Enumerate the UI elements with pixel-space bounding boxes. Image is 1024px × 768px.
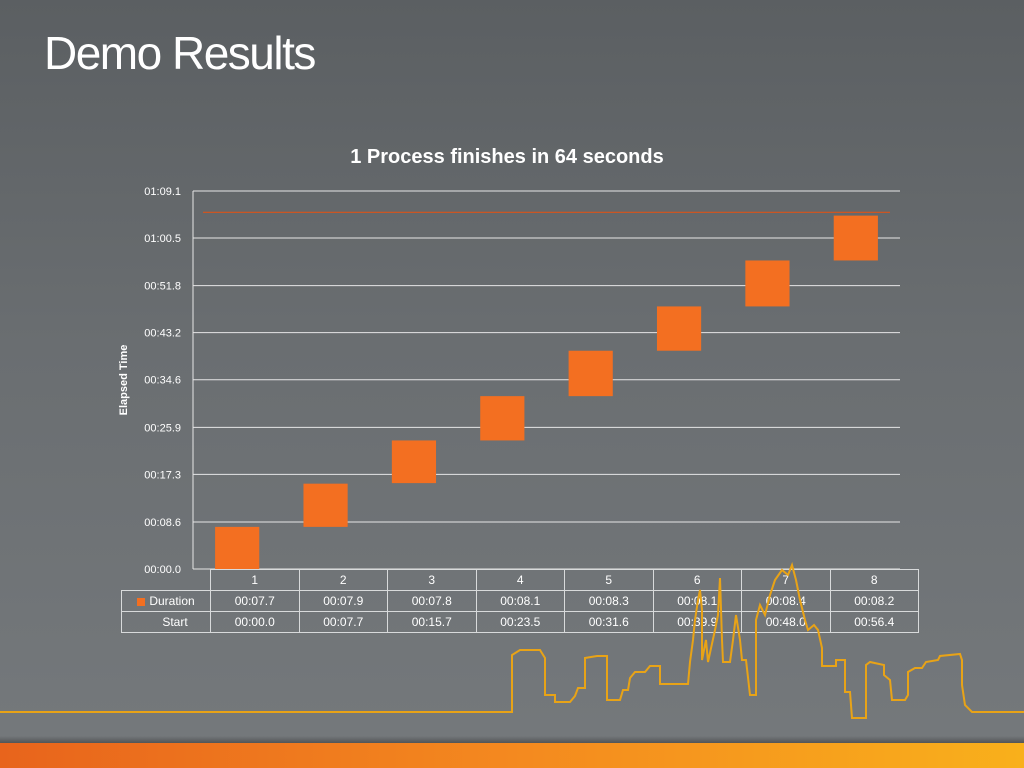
duration-bar	[568, 350, 613, 397]
y-tick-label: 00:43.2	[144, 328, 181, 340]
duration-value: 00:07.7	[210, 590, 300, 612]
duration-bar	[833, 215, 878, 261]
footer-shadow	[0, 736, 1024, 744]
duration-bar	[745, 260, 790, 307]
legend-swatch-duration	[137, 597, 146, 606]
footer-accent-bar	[0, 743, 1024, 768]
y-tick-label: 00:34.6	[144, 375, 181, 387]
start-value: 00:00.0	[210, 611, 300, 633]
y-tick-label: 01:09.1	[144, 186, 181, 198]
start-value: 00:15.7	[387, 611, 477, 633]
start-value: 00:23.5	[475, 611, 565, 633]
duration-bar	[303, 483, 348, 527]
skyline-outline	[0, 561, 1024, 719]
legend-duration: Duration	[121, 590, 211, 612]
start-value: 00:07.7	[298, 611, 388, 633]
duration-value: 00:07.9	[298, 590, 388, 612]
y-tick-label: 00:51.8	[144, 281, 181, 293]
duration-bar	[656, 306, 702, 351]
y-tick-label: 01:00.5	[144, 233, 181, 245]
duration-value: 00:08.2	[829, 590, 919, 612]
duration-bar	[391, 440, 437, 484]
start-value: 00:31.6	[564, 611, 654, 633]
legend-start: Start	[121, 611, 211, 633]
y-tick-label: 00:08.6	[144, 517, 181, 529]
y-tick-label: 00:25.9	[144, 422, 181, 434]
duration-bar	[215, 526, 260, 569]
table-row-duration: Duration 00:07.7 00:07.9 00:07.8 00:08.1…	[121, 590, 919, 612]
chart-title: 1 Process finishes in 64 seconds	[350, 146, 664, 168]
start-value: 00:56.4	[829, 611, 919, 633]
slide-title: Demo Results	[44, 27, 316, 79]
y-tick-label: 00:17.3	[144, 469, 181, 481]
duration-value: 00:07.8	[387, 590, 477, 612]
duration-bar	[480, 396, 525, 441]
